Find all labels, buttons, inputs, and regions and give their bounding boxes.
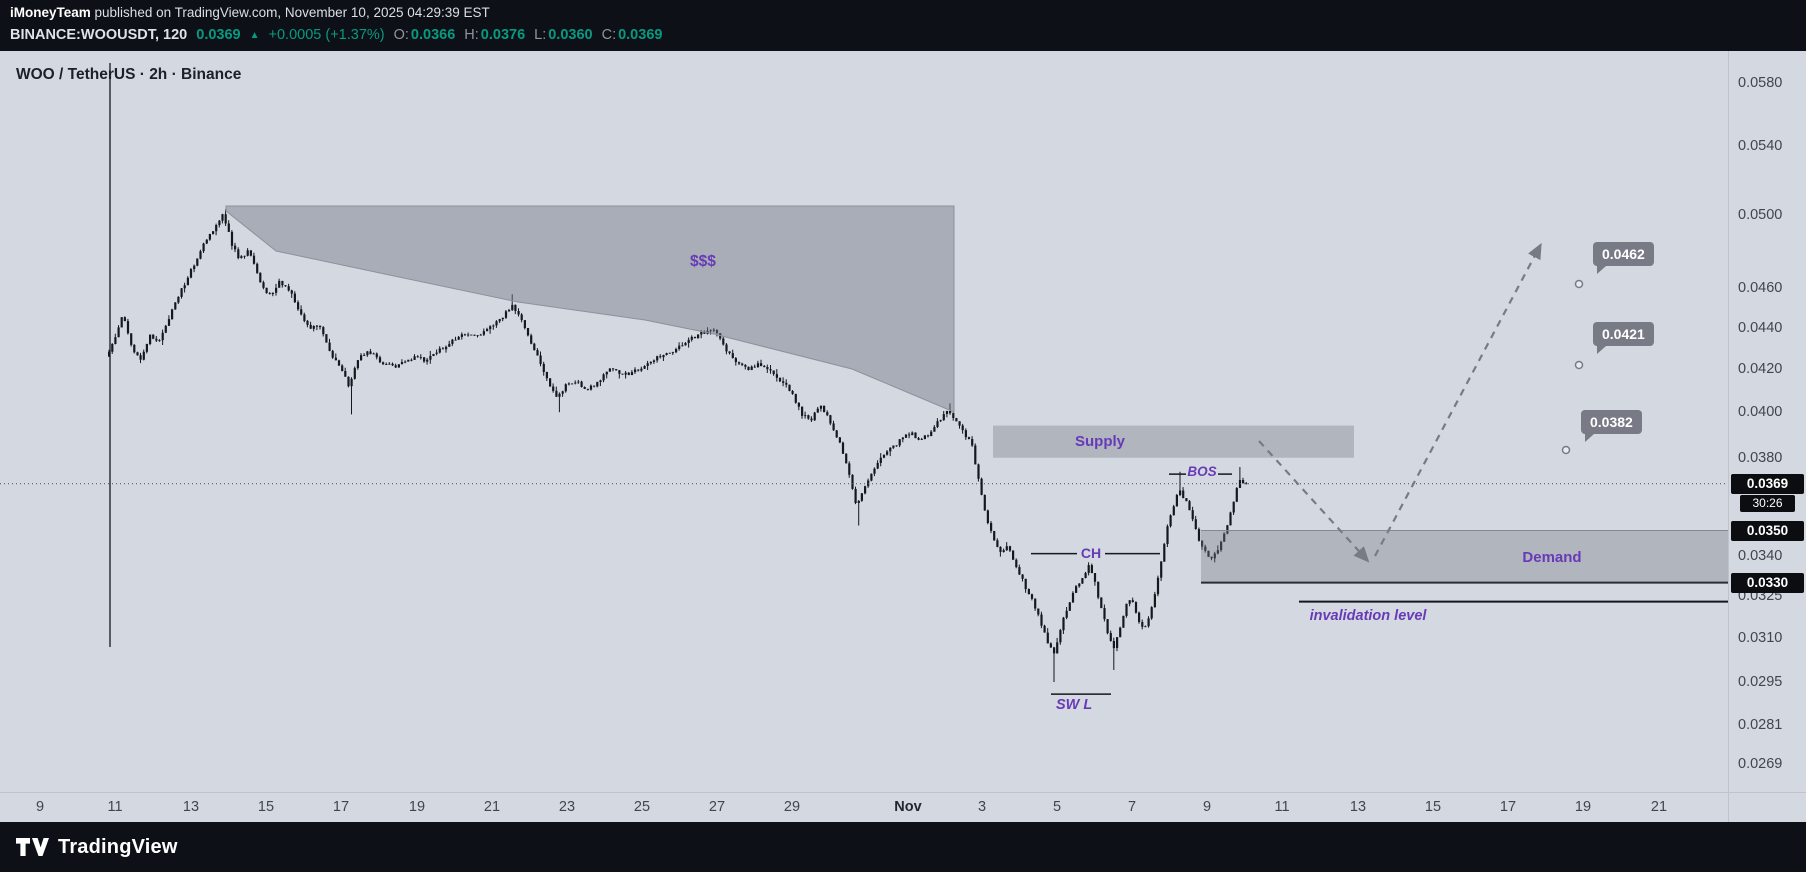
time-axis-label: 25 bbox=[633, 799, 651, 815]
demand-zone-label[interactable]: Demand bbox=[1522, 549, 1582, 566]
time-axis-label: 15 bbox=[257, 799, 275, 815]
time-axis-label: 9 bbox=[1202, 799, 1212, 815]
demand-bottom-price-badge: 0.0330 bbox=[1731, 572, 1804, 593]
time-axis-label: 13 bbox=[1349, 799, 1367, 815]
symbol-row: BINANCE:WOOUSDT, 120 0.0369 ▲ +0.0005 (+… bbox=[10, 27, 662, 43]
low-value: L: 0.0360 bbox=[534, 27, 593, 43]
time-axis-label: 23 bbox=[558, 799, 576, 815]
time-axis-label: 3 bbox=[977, 799, 987, 815]
tradingview-wordmark[interactable]: TradingView bbox=[58, 835, 178, 858]
symbol-name: BINANCE:WOOUSDT, 120 bbox=[10, 27, 188, 43]
demand-top-price-badge: 0.0350 bbox=[1731, 520, 1804, 541]
invalidation-level-label[interactable]: invalidation level bbox=[1309, 608, 1427, 624]
header-bar: iMoneyTeam published on TradingView.com,… bbox=[0, 0, 1806, 51]
price-axis-tick: 0.0281 bbox=[1738, 717, 1783, 734]
tradingview-logo-icon[interactable] bbox=[15, 835, 49, 859]
price-axis-tick: 0.0420 bbox=[1738, 360, 1783, 377]
time-axis-label: 9 bbox=[35, 799, 45, 815]
time-axis-label: 19 bbox=[1574, 799, 1592, 815]
time-axis-label: 15 bbox=[1424, 799, 1442, 815]
close-value: C: 0.0369 bbox=[601, 27, 663, 43]
bos-label[interactable]: BOS bbox=[1187, 464, 1217, 479]
wedge-label[interactable]: $$$ bbox=[690, 253, 716, 270]
ch-label[interactable]: CH bbox=[1080, 545, 1102, 561]
time-axis-label: 13 bbox=[182, 799, 200, 815]
price-target-callout-3[interactable]: 0.0382 bbox=[1581, 410, 1642, 442]
time-axis-label: 5 bbox=[1052, 799, 1062, 815]
time-axis-label: 7 bbox=[1127, 799, 1137, 815]
price-axis-tick: 0.0540 bbox=[1738, 138, 1783, 155]
price-axis-tick: 0.0440 bbox=[1738, 319, 1783, 336]
price-axis-tick: 0.0310 bbox=[1738, 630, 1783, 647]
price-change: +0.0005 (+1.37%) bbox=[268, 27, 385, 43]
last-price-value: 0.0369 bbox=[196, 27, 241, 43]
open-value: O: 0.0366 bbox=[393, 27, 456, 43]
publish-info: published on TradingView.com, November 1… bbox=[90, 5, 490, 20]
price-axis-separator bbox=[1728, 51, 1729, 822]
price-axis-tick: 0.0400 bbox=[1738, 404, 1783, 421]
price-target-callout-1[interactable]: 0.0462 bbox=[1593, 242, 1654, 274]
price-axis-tick: 0.0295 bbox=[1738, 673, 1783, 690]
bar-countdown-badge: 30:26 bbox=[1740, 494, 1795, 512]
time-axis-label: 11 bbox=[107, 799, 123, 815]
price-axis-tick: 0.0460 bbox=[1738, 280, 1783, 297]
price-target-callout-2[interactable]: 0.0421 bbox=[1593, 322, 1654, 354]
price-axis-tick: 0.0380 bbox=[1738, 449, 1783, 466]
time-axis-label: 29 bbox=[783, 799, 801, 815]
price-axis-tick: 0.0500 bbox=[1738, 206, 1783, 223]
time-axis-label: 27 bbox=[708, 799, 726, 815]
time-axis-label: 21 bbox=[483, 799, 501, 815]
time-axis-label: 21 bbox=[1650, 799, 1668, 815]
price-axis-tick: 0.0580 bbox=[1738, 75, 1783, 91]
time-axis-label: Nov bbox=[894, 799, 922, 815]
time-axis-label: 17 bbox=[1499, 799, 1517, 815]
footer-bar: TradingView bbox=[0, 822, 1806, 872]
time-axis-label: 19 bbox=[408, 799, 426, 815]
author-name: iMoneyTeam bbox=[10, 5, 91, 20]
time-axis-separator bbox=[0, 792, 1806, 793]
last-price-badge: 0.0369 bbox=[1731, 473, 1804, 494]
up-arrow-icon: ▲ bbox=[249, 29, 260, 41]
byline: iMoneyTeam published on TradingView.com,… bbox=[10, 5, 490, 20]
price-axis-tick: 0.0340 bbox=[1738, 548, 1783, 565]
supply-zone-label[interactable]: Supply bbox=[1074, 433, 1126, 450]
high-value: H: 0.0376 bbox=[464, 27, 526, 43]
chart-legend[interactable]: WOO / TetherUS · 2h · Binance bbox=[16, 66, 242, 83]
swing-low-label[interactable]: SW L bbox=[1056, 697, 1093, 713]
time-axis-label: 17 bbox=[332, 799, 350, 815]
time-axis-label: 11 bbox=[1274, 799, 1290, 815]
price-axis-tick: 0.0269 bbox=[1738, 755, 1783, 772]
